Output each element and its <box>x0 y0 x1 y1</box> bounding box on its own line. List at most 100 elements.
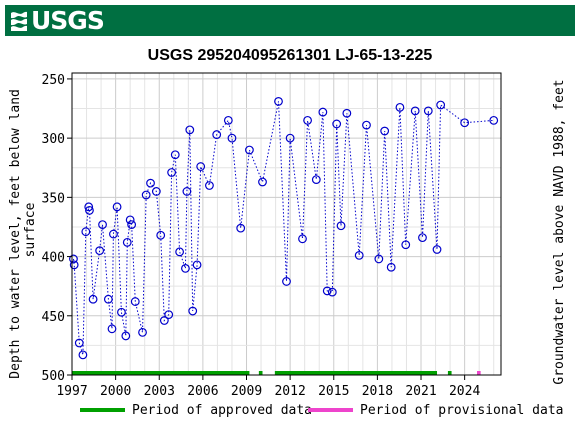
data-point <box>460 118 470 128</box>
y-left-tick-label: 250 <box>42 73 65 88</box>
data-point <box>489 115 499 125</box>
data-point <box>127 220 137 229</box>
data-point <box>386 262 396 272</box>
data-point <box>362 120 371 130</box>
data-point <box>164 310 174 320</box>
x-tick-label: 2012 <box>274 384 305 399</box>
axes: 1997 2000 2003 2006 2009 2012 2015 2018 2021 2024… <box>42 73 481 399</box>
y-left-label-line1: Depth to water level, feet below land <box>8 89 23 379</box>
data-point <box>130 297 140 306</box>
data-point <box>141 190 151 200</box>
usgs-banner: USGS <box>5 5 575 36</box>
data-point <box>212 130 222 139</box>
x-tick-label: 2021 <box>405 384 436 399</box>
data-point <box>332 119 342 129</box>
data-point <box>181 264 190 273</box>
usgs-logo[interactable]: USGS <box>10 6 105 35</box>
data-point <box>258 177 267 187</box>
data-point <box>188 306 198 316</box>
data-point <box>192 260 202 270</box>
provisional-period-bar <box>477 371 481 375</box>
data-point <box>342 108 352 118</box>
plot-area <box>72 73 501 375</box>
data-point <box>374 254 384 264</box>
data-point <box>298 234 307 244</box>
data-point <box>395 102 405 112</box>
approved-period-bar <box>274 371 438 375</box>
data-point <box>81 227 91 237</box>
data-point <box>311 175 321 184</box>
data-point <box>146 178 155 188</box>
data-point <box>185 125 195 135</box>
y-left-tick-label: 450 <box>42 310 65 325</box>
data-point <box>223 115 233 125</box>
data-point <box>274 97 283 106</box>
x-tick-label: 2015 <box>318 384 349 399</box>
data-point <box>196 162 206 171</box>
data-point <box>109 229 118 239</box>
data-point <box>103 294 113 304</box>
y-axis-left-label: Depth to water level, feet below land su… <box>8 81 38 378</box>
data-point <box>318 107 328 117</box>
x-tick-label: 2006 <box>187 384 218 399</box>
x-tick-label: 2003 <box>144 384 175 399</box>
data-point <box>88 294 98 304</box>
data-point <box>85 205 94 215</box>
plot-frame <box>71 72 502 376</box>
data-point <box>167 168 177 177</box>
data-point <box>245 145 254 155</box>
y-left-tick-label: 500 <box>42 369 65 384</box>
x-tick-label: 2009 <box>231 384 262 399</box>
x-tick-label: 2024 <box>449 384 480 399</box>
usgs-wave-icon <box>11 11 27 31</box>
data-point <box>95 246 105 256</box>
data-point <box>432 245 442 254</box>
data-point <box>354 250 364 260</box>
data-point <box>236 223 246 233</box>
data-point <box>401 240 411 250</box>
data-point <box>84 202 94 212</box>
data-point <box>107 324 117 334</box>
y-left-label-line2: surface <box>23 202 38 257</box>
data-point <box>410 106 420 116</box>
data-point <box>74 338 84 348</box>
approved-period-bar <box>72 371 250 375</box>
data-point <box>122 237 132 247</box>
period-bars <box>72 371 481 375</box>
usgs-logo-text: USGS <box>31 6 105 35</box>
data-point <box>418 233 427 243</box>
x-tick-label: 2018 <box>362 384 393 399</box>
data-point <box>322 286 332 296</box>
data-point <box>138 327 147 337</box>
data-point <box>282 277 291 286</box>
data-point <box>175 247 185 257</box>
x-tick-label: 1997 <box>56 384 87 399</box>
data-point <box>436 100 446 110</box>
data-point <box>156 230 166 240</box>
y-left-tick-label: 350 <box>42 191 65 206</box>
legend-provisional-label: Period of provisional data <box>360 403 564 418</box>
data-point <box>380 126 390 136</box>
x-tick-label: 2000 <box>100 384 131 399</box>
chart-title: USGS 295204095261301 LJ-65-13-225 <box>148 47 433 64</box>
data-point <box>159 316 169 325</box>
data-point <box>78 350 88 360</box>
legend: Period of approved data Period of provis… <box>80 403 564 418</box>
data-point <box>227 133 237 143</box>
data-series <box>69 97 499 360</box>
data-point <box>69 254 78 264</box>
data-point <box>205 181 214 190</box>
data-point <box>117 307 126 317</box>
y-left-tick-label: 300 <box>42 132 65 147</box>
data-point <box>69 260 79 270</box>
data-point <box>170 150 180 160</box>
data-point <box>327 287 337 297</box>
y-left-tick-label: 400 <box>42 251 65 266</box>
data-point <box>98 220 107 229</box>
y-axis-right-label: Groundwater level above NAVD 1988, feet <box>552 79 567 384</box>
approved-period-bar <box>258 371 263 375</box>
approved-period-bar <box>447 371 452 375</box>
data-point <box>182 187 192 196</box>
data-point <box>121 331 131 341</box>
